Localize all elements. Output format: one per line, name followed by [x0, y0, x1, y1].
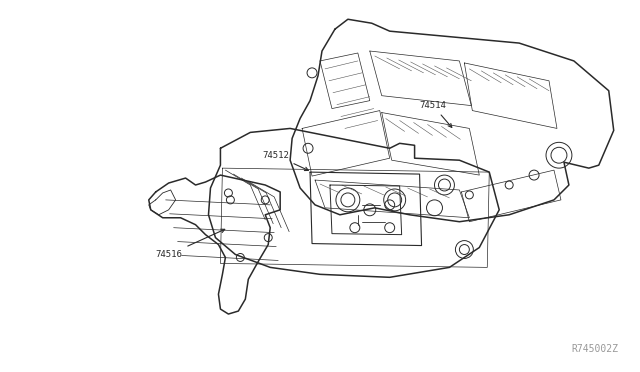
- Text: R745002Z: R745002Z: [572, 344, 619, 354]
- Text: 74516: 74516: [156, 229, 225, 259]
- Text: 74514: 74514: [420, 101, 452, 127]
- Text: 74512: 74512: [262, 151, 308, 170]
